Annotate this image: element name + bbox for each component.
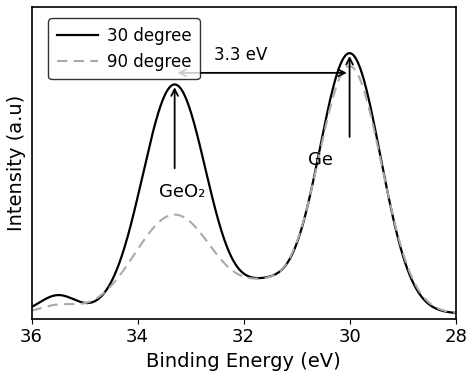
Line: 90 degree: 90 degree (31, 66, 456, 313)
30 degree (399, 249, 405, 254)
90 degree (453, 310, 458, 315)
30 degree (346, 51, 352, 56)
90 degree (28, 308, 34, 313)
90 degree (102, 290, 108, 294)
Legend: 30 degree, 90 degree: 30 degree, 90 degree (48, 19, 200, 79)
X-axis label: Binding Energy (eV): Binding Energy (eV) (146, 352, 341, 371)
Line: 30 degree: 30 degree (31, 53, 456, 313)
90 degree (399, 247, 405, 251)
Text: 3.3 eV: 3.3 eV (214, 46, 268, 64)
30 degree (28, 305, 34, 309)
30 degree (210, 196, 215, 201)
30 degree (191, 121, 197, 125)
30 degree (453, 311, 458, 315)
90 degree (210, 246, 215, 251)
90 degree (77, 302, 82, 306)
30 degree (102, 290, 108, 294)
Text: Ge: Ge (308, 151, 333, 169)
90 degree (191, 223, 197, 228)
Y-axis label: Intensity (a.u): Intensity (a.u) (7, 95, 26, 231)
30 degree (77, 299, 82, 304)
90 degree (346, 64, 352, 68)
90 degree (445, 309, 450, 314)
30 degree (445, 310, 450, 314)
Text: GeO₂: GeO₂ (159, 183, 206, 201)
